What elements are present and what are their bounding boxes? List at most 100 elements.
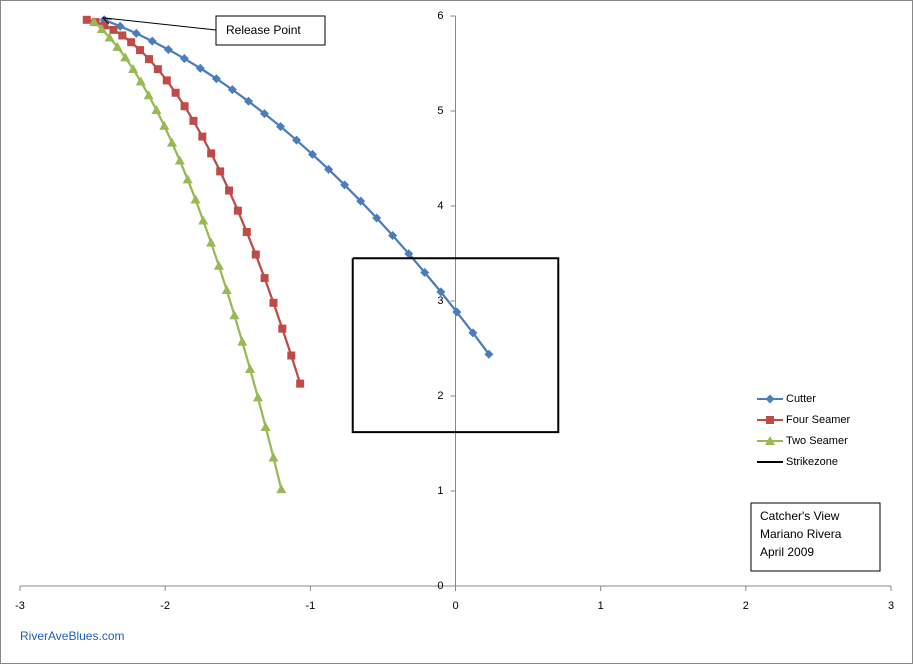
info-text: Catcher's View — [760, 509, 840, 523]
y-tick-label: 5 — [437, 105, 443, 117]
triangle-marker — [151, 104, 162, 114]
legend-label: Strikezone — [786, 456, 838, 468]
triangle-marker — [213, 260, 224, 270]
diamond-marker — [765, 394, 775, 404]
diamond-marker — [147, 36, 157, 46]
square-marker — [198, 132, 207, 141]
annotation-arrow — [102, 17, 217, 31]
x-tick-label: -2 — [160, 600, 170, 612]
square-marker — [233, 206, 242, 215]
square-marker — [162, 76, 171, 85]
triangle-marker — [206, 237, 217, 247]
triangle-marker — [104, 32, 115, 42]
triangle-marker — [174, 155, 185, 165]
square-marker — [251, 250, 260, 259]
y-tick-label: 0 — [437, 580, 443, 592]
square-marker — [153, 65, 162, 74]
square-marker — [225, 186, 234, 195]
annotation-text: Release Point — [226, 23, 301, 37]
diamond-marker — [308, 149, 318, 159]
triangle-marker — [143, 90, 154, 100]
triangle-marker — [112, 41, 123, 51]
info-text: April 2009 — [760, 545, 814, 559]
triangle-marker — [765, 436, 775, 445]
square-marker — [287, 351, 296, 360]
source: RiverAveBlues.com — [20, 629, 124, 643]
diamond-marker — [243, 96, 253, 106]
triangle-marker — [159, 120, 170, 130]
diamond-marker — [163, 45, 173, 55]
square-marker — [766, 416, 774, 424]
diamond-marker — [436, 287, 446, 297]
y-tick-label: 4 — [437, 200, 443, 212]
diamond-marker — [340, 180, 350, 190]
diamond-marker — [404, 249, 414, 259]
triangle-marker — [237, 336, 248, 346]
annotation-box — [215, 15, 326, 46]
triangle-marker — [135, 76, 146, 86]
triangle-marker — [89, 16, 100, 26]
diamond-marker — [227, 85, 237, 95]
triangle-marker — [198, 215, 209, 225]
square-marker — [100, 21, 109, 30]
diamond-marker — [356, 196, 366, 206]
diamond-marker — [131, 28, 141, 38]
legend-label: Cutter — [786, 393, 816, 405]
diamond-marker — [324, 164, 334, 174]
legend-label: Four Seamer — [786, 414, 851, 426]
triangle-marker — [182, 174, 193, 184]
triangle-marker — [229, 310, 240, 320]
diamond-marker — [372, 213, 382, 223]
arrow-head — [102, 17, 112, 25]
diamond-marker — [195, 63, 205, 73]
triangle-marker — [221, 284, 232, 294]
diamond-marker — [420, 268, 430, 277]
triangle-marker — [166, 137, 177, 147]
square-marker — [109, 25, 118, 34]
square-marker — [207, 149, 216, 158]
x-tick-label: 0 — [452, 600, 458, 612]
square-marker — [82, 15, 91, 24]
square-marker — [296, 379, 305, 388]
square-marker — [136, 46, 145, 55]
x-tick-label: 3 — [888, 600, 894, 612]
triangle-marker — [260, 421, 271, 431]
diamond-marker — [468, 328, 478, 338]
info-box — [750, 502, 881, 572]
triangle-marker — [190, 194, 201, 204]
x-tick-label: 2 — [743, 600, 749, 612]
y-tick-label: 6 — [437, 10, 443, 22]
square-marker — [127, 38, 136, 47]
y-tick-label: 1 — [437, 485, 443, 497]
diamond-marker — [484, 349, 494, 359]
triangle-marker — [120, 52, 131, 62]
x-tick-label: 1 — [598, 600, 604, 612]
legend-label: Two Seamer — [786, 435, 848, 447]
square-marker — [171, 88, 180, 97]
y-tick-label: 3 — [437, 295, 443, 307]
triangle-marker — [268, 452, 279, 462]
square-marker — [242, 228, 251, 237]
diamond-marker — [292, 135, 302, 145]
square-marker — [145, 55, 154, 64]
square-marker — [216, 167, 225, 176]
square-marker — [118, 31, 127, 40]
diamond-marker — [211, 74, 221, 84]
diamond-marker — [388, 230, 398, 240]
square-marker — [278, 324, 287, 333]
diamond-marker — [452, 307, 462, 317]
triangle-marker — [245, 364, 256, 374]
triangle-marker — [96, 24, 107, 34]
diamond-marker — [179, 54, 189, 64]
y-tick-label: 2 — [437, 390, 443, 402]
x-tick-label: -1 — [305, 600, 315, 612]
square-marker — [269, 298, 278, 307]
series-line — [351, 257, 560, 434]
triangle-marker — [252, 392, 263, 402]
square-marker — [189, 116, 198, 125]
square-marker — [260, 274, 269, 283]
info-text: Mariano Rivera — [760, 527, 842, 541]
triangle-marker — [128, 64, 139, 74]
diamond-marker — [276, 122, 286, 132]
